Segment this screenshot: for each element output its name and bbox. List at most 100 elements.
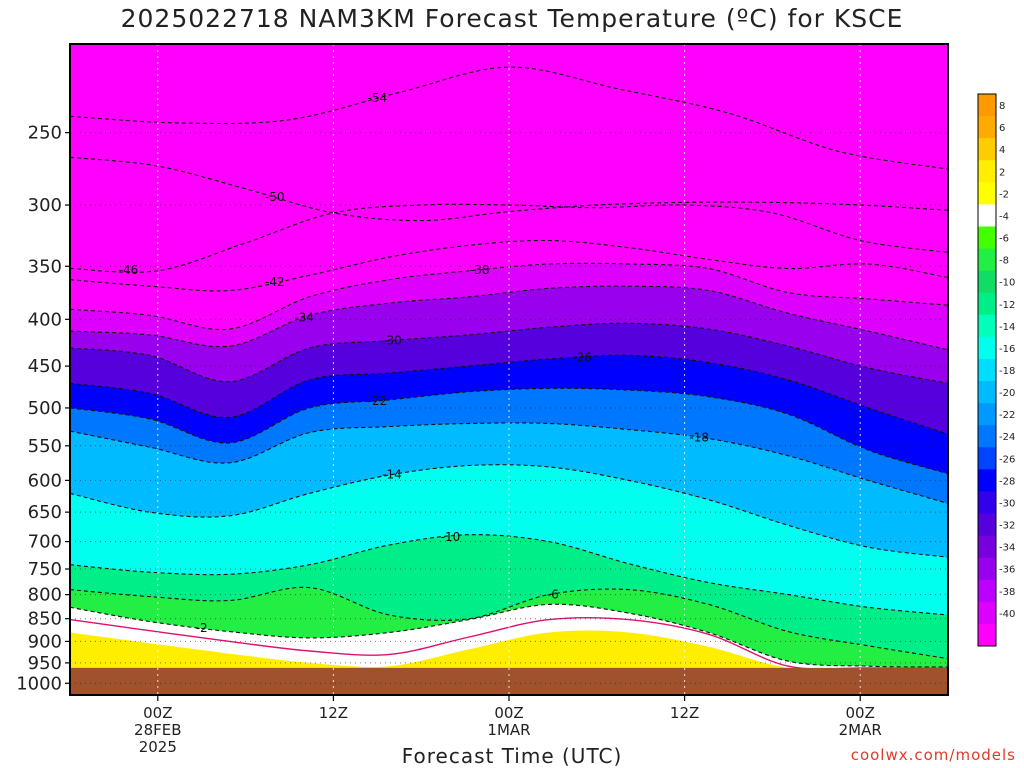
colorbar-swatch bbox=[978, 579, 996, 603]
colorbar-swatch bbox=[978, 491, 996, 515]
isotherm-line bbox=[70, 285, 948, 351]
y-tick-label: 400 bbox=[28, 309, 62, 330]
colorbar-tick-label: -16 bbox=[999, 344, 1015, 355]
colorbar-swatch bbox=[978, 94, 996, 117]
colorbar-tick-label: 4 bbox=[999, 145, 1005, 156]
x-tick-label: 00Z bbox=[846, 704, 875, 722]
colorbar-swatch bbox=[978, 447, 996, 470]
y-tick-label: 1000 bbox=[16, 673, 62, 694]
colorbar-tick-label: -10 bbox=[999, 278, 1015, 289]
isotherm-label: -30 bbox=[382, 333, 402, 347]
y-tick-label: 700 bbox=[28, 532, 62, 553]
y-tick-label: 600 bbox=[28, 470, 62, 491]
y-tick-label: 900 bbox=[28, 631, 62, 652]
colorbar-tick-label: -26 bbox=[999, 454, 1015, 465]
colorbar-swatch bbox=[978, 403, 996, 426]
colorbar-swatch bbox=[978, 469, 996, 492]
colorbar-swatch bbox=[978, 623, 996, 647]
plot-area: -54 -50 -46 -42 -38 -34 -30 -26 -22 -18 -14 -10 -6 -2 bbox=[70, 44, 948, 695]
isotherm-line bbox=[70, 262, 948, 331]
colorbar-tick-label: 6 bbox=[999, 123, 1005, 134]
colorbar-swatch bbox=[978, 601, 996, 625]
y-tick-label: 250 bbox=[28, 123, 62, 144]
colorbar-swatch bbox=[978, 314, 996, 338]
colorbar-tick-label: -18 bbox=[999, 366, 1015, 377]
colorbar-tick-label: -22 bbox=[999, 410, 1015, 421]
isotherm-label: -6 bbox=[547, 587, 559, 601]
colorbar-swatch bbox=[978, 248, 996, 272]
colorbar-swatch bbox=[978, 425, 996, 448]
colorbar-frame bbox=[977, 93, 997, 647]
colorbar-tick-label: -40 bbox=[999, 609, 1015, 620]
colorbar-swatch bbox=[978, 160, 996, 183]
colorbar-swatch bbox=[978, 535, 996, 559]
isotherm-line bbox=[70, 322, 948, 384]
colorbar-swatch bbox=[978, 557, 996, 581]
isotherm-label: -34 bbox=[294, 310, 314, 324]
colorbar-tick-label: -14 bbox=[999, 322, 1015, 333]
isotherm-label: -50 bbox=[265, 190, 285, 204]
colorbar-tick-label: -36 bbox=[999, 565, 1015, 576]
colorbar-tick-label: -2 bbox=[999, 189, 1009, 200]
isotherm-label: -26 bbox=[572, 350, 592, 364]
colorbar-tick-label: -6 bbox=[999, 234, 1009, 245]
colorbar-swatch bbox=[978, 336, 996, 360]
colorbar-tick-label: -24 bbox=[999, 432, 1015, 443]
isotherm-label: -18 bbox=[689, 430, 709, 444]
y-tick-label: 850 bbox=[28, 609, 62, 630]
colorbar-tick-label: -34 bbox=[999, 543, 1015, 554]
x-tick-label: 28FEB bbox=[134, 721, 181, 739]
colorbar-swatch bbox=[978, 116, 996, 139]
colorbar-tick-label: -38 bbox=[999, 587, 1015, 598]
colorbar-tick-label: -30 bbox=[999, 498, 1015, 509]
credit-link[interactable]: coolwx.com/models bbox=[850, 746, 1016, 764]
y-tick-label: 350 bbox=[28, 256, 62, 277]
chart-title: 2025022718 NAM3KM Forecast Temperature (… bbox=[120, 4, 904, 33]
colorbar-tick-label: 8 bbox=[999, 101, 1005, 112]
x-tick-label: 00Z bbox=[143, 704, 172, 722]
isotherm-line bbox=[70, 203, 948, 273]
colorbar-tick-label: -20 bbox=[999, 388, 1015, 399]
isotherm-lines: -54 -50 -46 -42 -38 -34 -30 -26 -22 -18 -14 -10 -6 -2 bbox=[70, 66, 948, 670]
x-tick-label: 1MAR bbox=[487, 721, 530, 739]
isotherm-label: -38 bbox=[470, 263, 490, 277]
colorbar-swatch bbox=[978, 204, 996, 227]
isotherm-line bbox=[70, 586, 948, 660]
y-tick-label: 800 bbox=[28, 585, 62, 606]
colorbar-tick-label: -28 bbox=[999, 476, 1015, 487]
isotherm-line bbox=[70, 387, 948, 475]
colorbar-swatch bbox=[978, 381, 996, 404]
isotherm-line bbox=[70, 156, 948, 222]
isotherm-line bbox=[70, 534, 948, 616]
colorbar-swatch bbox=[978, 182, 996, 205]
x-tick-label: 12Z bbox=[670, 704, 699, 722]
isotherm-label: -54 bbox=[367, 91, 387, 105]
y-tick-label: 650 bbox=[28, 502, 62, 523]
colorbar-tick-label: 2 bbox=[999, 167, 1005, 178]
colorbar-swatch bbox=[978, 270, 996, 294]
colorbar-swatch bbox=[978, 358, 996, 382]
isotherm-label: -46 bbox=[119, 263, 139, 277]
isotherm-line bbox=[70, 66, 948, 170]
isotherm-line bbox=[70, 354, 948, 435]
colorbar: 8 6 4 2 -2 -4 -6 -8 -10 -12 -14 -16 -18 -20 -22 -24 -26 -… bbox=[977, 93, 1015, 647]
y-axis: 2503003504004505005506006507007508008509… bbox=[16, 123, 70, 694]
colorbar-swatch bbox=[978, 513, 996, 537]
x-tick-label: 00Z bbox=[494, 704, 523, 722]
colorbar-swatch bbox=[978, 138, 996, 161]
isotherm-label: -2 bbox=[196, 621, 208, 635]
freezing-line bbox=[70, 616, 948, 670]
x-axis-title: Forecast Time (UTC) bbox=[401, 744, 623, 768]
x-tick-label: 2025 bbox=[139, 738, 177, 756]
isotherm-label: -10 bbox=[441, 530, 461, 544]
isotherm-line bbox=[70, 239, 948, 292]
y-tick-label: 950 bbox=[28, 653, 62, 674]
colorbar-swatch bbox=[978, 292, 996, 316]
colorbar-tick-label: -8 bbox=[999, 256, 1009, 267]
colorbar-tick-label: -32 bbox=[999, 521, 1015, 532]
y-tick-label: 550 bbox=[28, 436, 62, 457]
isotherm-line bbox=[70, 464, 948, 558]
isotherm-label: -22 bbox=[367, 394, 387, 408]
